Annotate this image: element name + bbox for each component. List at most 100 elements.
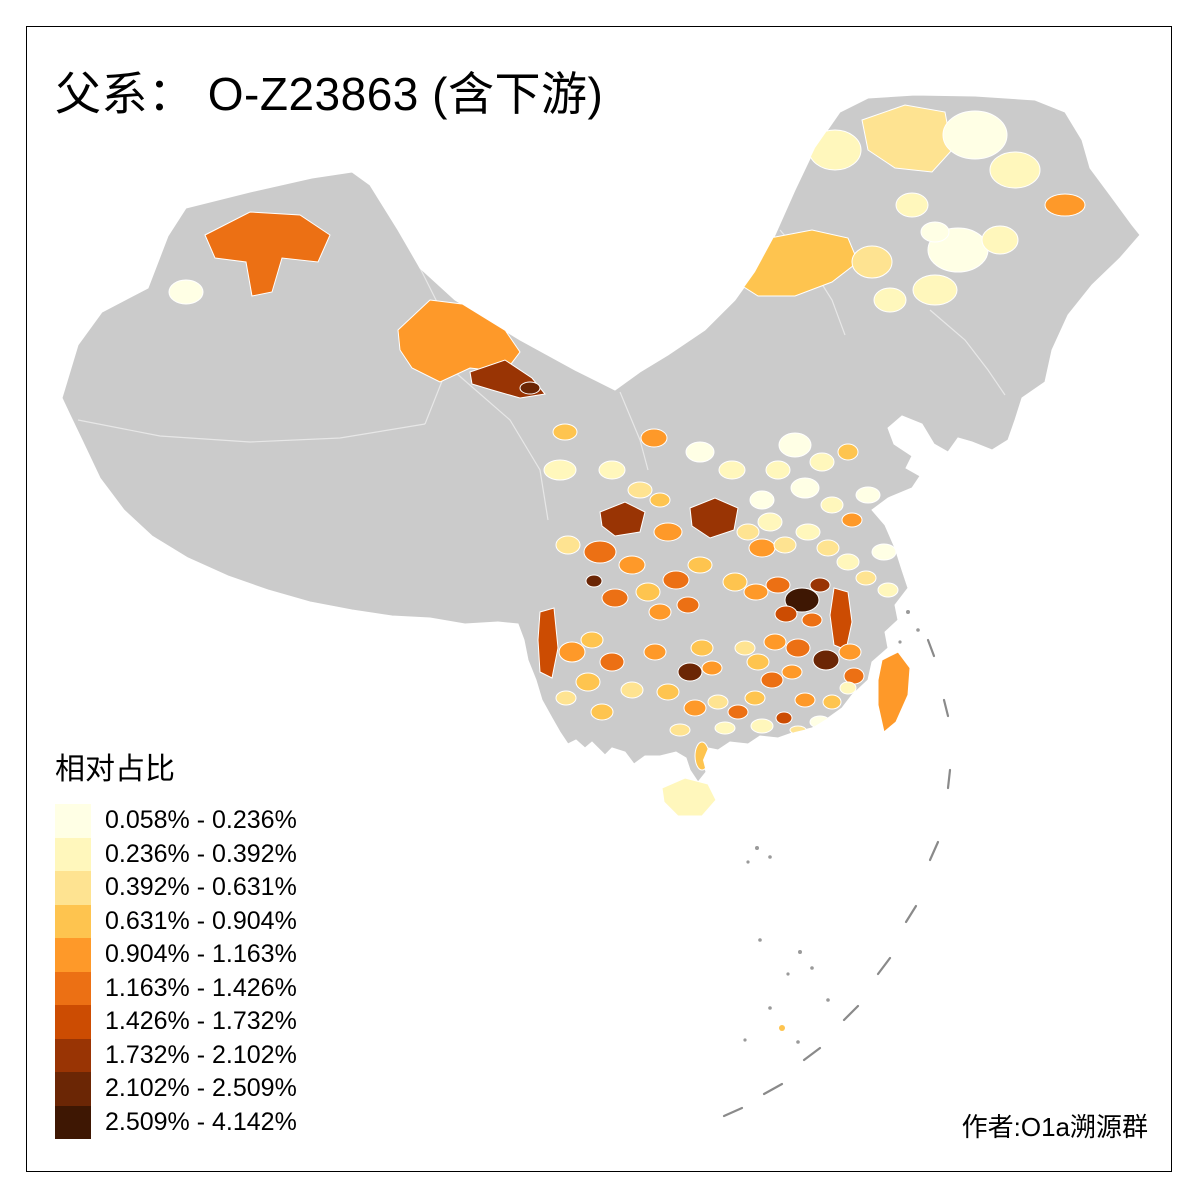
prefecture-region [760,671,784,689]
prefecture-region [537,607,559,679]
prefecture-region [656,683,680,701]
prefecture-region [877,582,899,598]
nine-dash-line-segment [842,1004,860,1022]
prefecture-region [809,715,831,729]
prefecture-region [763,633,787,651]
island-dot [898,640,902,644]
island-dot [743,1038,747,1042]
prefecture-region [701,660,723,676]
island-dot [798,950,802,954]
china-mainland [61,94,1141,783]
province-border-line [447,365,549,521]
prefecture-region [989,151,1041,189]
island-dot [758,938,762,942]
prefecture-region [981,225,1019,255]
legend: 相对占比 0.058% - 0.236% 0.236% - 0.392% 0.3… [55,744,297,1139]
prefecture-region [942,110,1008,160]
legend-title: 相对占比 [55,753,175,786]
island-dot [746,860,750,864]
prefecture-region [778,432,812,458]
nine-dash-line-segment [722,1106,744,1118]
prefecture-region [775,711,793,725]
prefecture-region [749,490,775,510]
prefecture-region [618,555,646,575]
prefecture-region [816,539,840,557]
prefecture-region [627,481,653,499]
prefecture-region [519,381,541,395]
prefecture-region [555,690,577,706]
prefecture-region [683,699,707,717]
legend-label: 1.732% - 2.102% [105,1040,297,1069]
prefecture-region [822,694,842,710]
nine-dash-line-segment [876,956,892,976]
prefecture-region [855,486,881,504]
prefecture-region [748,538,776,558]
prefecture-region [773,536,797,554]
prefecture-region [620,681,644,699]
prefecture-region [781,664,803,680]
prefecture-region [809,452,835,472]
legend-label: 0.904% - 1.163% [105,940,297,969]
prefecture-region [744,690,766,706]
legend-label: 2.509% - 4.142% [105,1107,297,1136]
legend-swatch [55,871,91,905]
legend-row: 0.904% - 1.163% [55,938,297,972]
legend-row: 2.102% - 2.509% [55,1072,297,1106]
prefecture-region [689,497,739,539]
prefecture-region [746,653,770,671]
island-dot [810,966,814,970]
prefecture-region [920,221,950,243]
prefecture-region [873,287,907,313]
prefecture-region [871,543,897,561]
legend-swatch [55,1038,91,1072]
legend-row: 0.236% - 0.392% [55,837,297,871]
prefecture-region [895,192,929,218]
prefecture-region [598,460,626,480]
prefecture-region [790,477,820,499]
prefecture-region [861,104,953,173]
nine-dash-line-segment [928,840,940,862]
island-dot [755,846,759,850]
prefecture-region [552,423,578,441]
island-dot [786,972,790,976]
prefecture-region [734,640,756,656]
prefecture-region [580,631,604,649]
prefecture-region [736,523,760,541]
prefecture-region [855,570,877,586]
island-dot [916,628,920,632]
legend-swatch [55,1105,91,1139]
prefecture-region [677,662,703,682]
prefecture-region [765,460,791,480]
legend-swatch [55,1072,91,1106]
prefecture-region [707,694,729,710]
prefecture-region [601,588,629,608]
prefecture-region [558,641,586,663]
prefecture-region [669,723,691,737]
province-border-line [619,391,649,471]
prefecture-region [168,279,204,305]
prefecture-region [583,540,617,564]
nine-dash-line-segment [946,768,952,790]
prefecture-region [809,577,831,593]
prefecture-region [649,492,671,508]
prefecture-region [722,572,748,592]
legend-row: 1.163% - 1.426% [55,971,297,1005]
nine-dash-line-segment [904,904,918,924]
legend-swatch [55,938,91,972]
island-dot [768,1006,772,1010]
prefecture-region [795,523,821,541]
prefecture-region [1044,193,1086,217]
prefecture-region [599,652,625,672]
prefecture-region [838,643,862,661]
prefecture-region [585,574,603,588]
prefecture-region [718,460,746,480]
prefecture-region [912,274,958,306]
prefecture-region [820,496,844,514]
author-credit: 作者:O1a溯源群 [961,1112,1148,1142]
prefecture-region [765,576,791,594]
prefecture-region [204,211,331,297]
legend-swatch [55,971,91,1005]
prefecture-region [635,582,661,602]
